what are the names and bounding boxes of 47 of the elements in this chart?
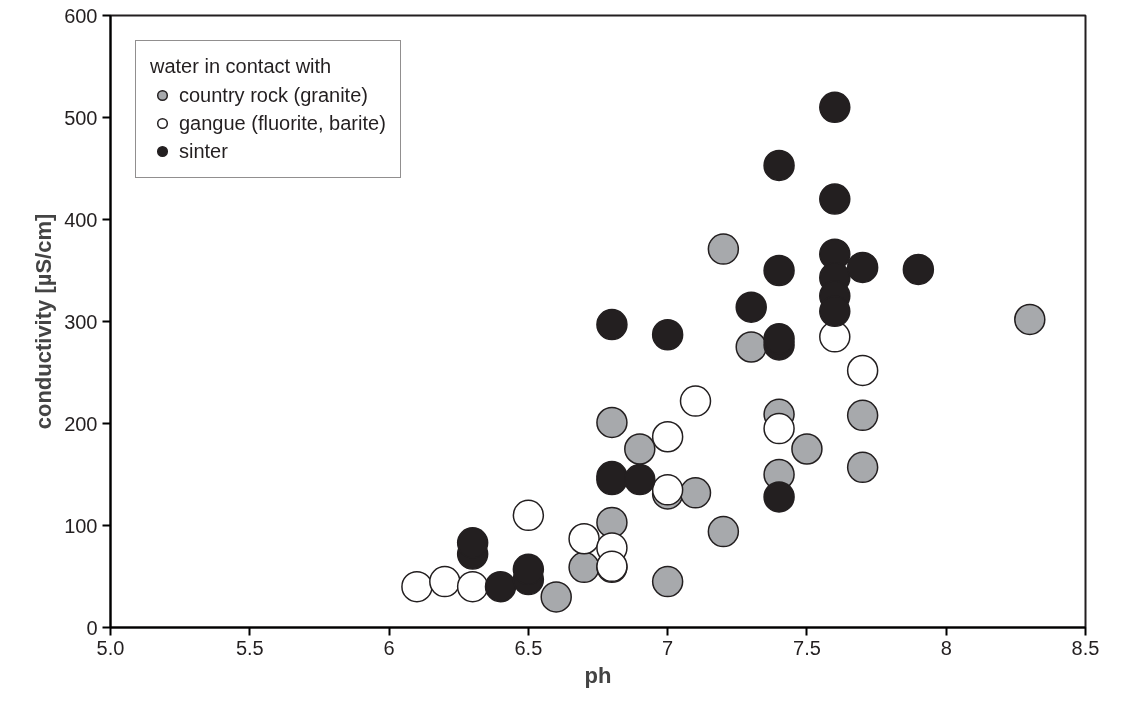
point [791, 433, 823, 465]
legend-title: water in contact with [150, 55, 333, 78]
point [735, 291, 767, 323]
legend-label: sinter [179, 139, 228, 163]
y-tick-label: 100 [64, 514, 98, 537]
x-tick-label: 7 [662, 636, 674, 659]
x-tick-label: 8.5 [1071, 636, 1100, 659]
y-tick-label: 600 [64, 4, 98, 27]
point [1014, 303, 1046, 336]
point [707, 233, 740, 265]
x-axis-title: ph [584, 662, 612, 688]
point [540, 581, 572, 613]
point [902, 253, 935, 286]
point [819, 183, 851, 215]
point [651, 565, 684, 598]
point [707, 515, 740, 548]
point [651, 319, 684, 351]
point [624, 463, 656, 496]
y-tick-label: 400 [64, 208, 98, 231]
point [846, 451, 879, 484]
point [735, 331, 767, 363]
point [819, 91, 851, 124]
y-tick-label: 0 [86, 616, 98, 639]
point [763, 149, 795, 182]
x-tick-label: 5.5 [235, 636, 264, 659]
x-tick-label: 8 [940, 636, 952, 659]
y-tick-label: 500 [64, 106, 98, 129]
point [568, 551, 600, 584]
point [763, 412, 795, 445]
point [846, 399, 879, 432]
point [596, 406, 628, 439]
point [846, 251, 879, 284]
point [484, 570, 517, 603]
legend-label: country rock (granite) [179, 83, 368, 107]
x-tick-label: 6 [383, 636, 395, 659]
x-tick-label: 6.5 [514, 636, 543, 659]
point [679, 477, 712, 509]
x-tick-label: 5.0 [96, 636, 125, 659]
x-tick-label: 7.5 [793, 636, 821, 659]
point [624, 433, 656, 465]
y-tick-label: 300 [64, 310, 98, 333]
legend-label: gangue (fluorite, barite) [179, 111, 386, 135]
point [763, 481, 795, 513]
y-axis-title: conductivity [µS/cm] [31, 213, 57, 430]
point [763, 254, 795, 287]
point [596, 308, 628, 341]
y-tick-label: 200 [64, 412, 98, 435]
